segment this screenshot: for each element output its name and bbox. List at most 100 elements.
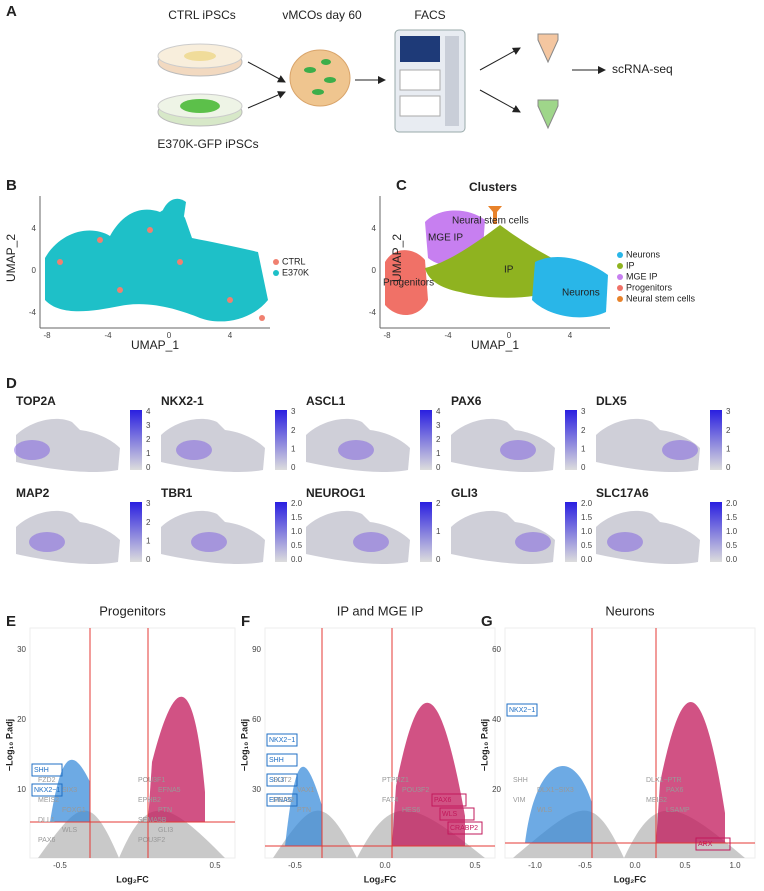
x-tick-label: -4 bbox=[444, 331, 452, 340]
y-tick-label: 4 bbox=[32, 224, 37, 233]
legend-label: IP bbox=[626, 260, 635, 270]
organoid bbox=[289, 49, 351, 107]
legend-label: Progenitors bbox=[626, 282, 673, 292]
gene-label: NKX2−1 bbox=[509, 707, 535, 714]
gene-label: NKX2−1 bbox=[269, 737, 295, 744]
legend-swatch bbox=[617, 296, 623, 302]
colorbar-tick: 2 bbox=[726, 426, 731, 435]
panel-letter: G bbox=[481, 613, 493, 630]
gene-box bbox=[506, 703, 538, 717]
feature-expression bbox=[353, 532, 389, 552]
colorbar bbox=[275, 502, 287, 562]
gene-label: SHH bbox=[513, 777, 528, 784]
panel-letter: C bbox=[396, 177, 407, 194]
panel-letter: D bbox=[6, 375, 17, 392]
colorbar-tick: 0 bbox=[726, 463, 731, 472]
colorbar-tick: 2 bbox=[436, 435, 441, 444]
y-tick-label: 0 bbox=[32, 266, 37, 275]
gene-label: DLX1−SIX3 bbox=[537, 787, 574, 794]
colorbar-tick: 1 bbox=[291, 444, 296, 453]
colorbar-tick: 1 bbox=[436, 449, 441, 458]
x-tick-label: 4 bbox=[228, 331, 233, 340]
x-tick-label: 0.5 bbox=[679, 861, 691, 870]
colorbar bbox=[275, 410, 287, 470]
y-tick-label: 60 bbox=[252, 715, 261, 724]
gene-label: VIM bbox=[513, 797, 526, 804]
gene-label: PAX6 bbox=[434, 797, 451, 804]
legend-label: Neural stem cells bbox=[626, 293, 696, 303]
x-tick-label: 0.5 bbox=[209, 861, 221, 870]
gene-label: EFNA5 bbox=[269, 797, 292, 804]
colorbar-tick: 1.5 bbox=[581, 513, 593, 522]
colorbar-tick: 0.5 bbox=[581, 541, 593, 550]
y-tick-label: -4 bbox=[369, 308, 377, 317]
colorbar-tick: 1 bbox=[146, 536, 151, 545]
gene-label: HES6 bbox=[402, 807, 420, 814]
panel-title: IP and MGE IP bbox=[337, 603, 423, 618]
colorbar-tick: 0.0 bbox=[291, 555, 303, 564]
gene-label: CRABP2 bbox=[450, 825, 478, 832]
gene-label: PAX6 bbox=[38, 837, 55, 844]
colorbar-tick: 3 bbox=[146, 421, 151, 430]
title: Clusters bbox=[469, 180, 517, 194]
facs-machine bbox=[394, 29, 466, 133]
colorbar-tick: 2.0 bbox=[581, 499, 593, 508]
colorbar bbox=[130, 502, 142, 562]
colorbar bbox=[130, 410, 142, 470]
feature-expression bbox=[338, 440, 374, 460]
colorbar-tick: 0 bbox=[436, 555, 441, 564]
y-label: UMAP_2 bbox=[390, 234, 404, 282]
gene-title: MAP2 bbox=[16, 486, 50, 500]
gene-label: WLS bbox=[442, 811, 458, 818]
y-tick-label: 10 bbox=[17, 785, 26, 794]
cluster-label: IP bbox=[504, 265, 514, 276]
y-tick-label: 40 bbox=[492, 715, 501, 724]
gene-box bbox=[266, 793, 298, 807]
x-tick-label: -0.5 bbox=[578, 861, 592, 870]
x-tick-label: -8 bbox=[43, 331, 51, 340]
gene-label: MEIS2 bbox=[273, 797, 294, 804]
y-label: −Log₁₀ P.adj bbox=[239, 719, 249, 771]
colorbar-tick: 1.0 bbox=[291, 527, 303, 536]
panel-letter: F bbox=[241, 613, 250, 630]
gene-label: PTPRZ1 bbox=[382, 777, 409, 784]
arrow bbox=[247, 91, 286, 109]
panel-title: Progenitors bbox=[99, 603, 166, 618]
feature-expression bbox=[500, 440, 536, 460]
label: CTRL iPSCs bbox=[168, 8, 236, 22]
x-tick-label: -8 bbox=[383, 331, 391, 340]
dish bbox=[157, 93, 243, 127]
cluster-label: MGE IP bbox=[428, 233, 463, 244]
arrow bbox=[247, 61, 286, 83]
umap-clusters bbox=[385, 206, 608, 318]
gene-box bbox=[439, 807, 475, 821]
feature-expression bbox=[29, 532, 65, 552]
legend-label: Neurons bbox=[626, 249, 661, 259]
legend-label: MGE IP bbox=[626, 271, 658, 281]
x-tick-label: 0 bbox=[167, 331, 172, 340]
gene-label: DLX1−PTR bbox=[646, 777, 682, 784]
colorbar-tick: 1.0 bbox=[726, 527, 738, 536]
gene-title: PAX6 bbox=[451, 394, 482, 408]
plot-bg bbox=[29, 627, 236, 859]
gene-title: GLI3 bbox=[451, 486, 478, 500]
cluster-label: Neural stem cells bbox=[452, 216, 529, 227]
gene-title: TOP2A bbox=[16, 394, 56, 408]
cluster-label: Neurons bbox=[562, 288, 600, 299]
gene-label: FAT4 bbox=[382, 797, 398, 804]
gene-box bbox=[266, 733, 298, 747]
colorbar-tick: 2 bbox=[146, 435, 151, 444]
tube bbox=[537, 99, 559, 130]
colorbar-tick: 0 bbox=[146, 555, 151, 564]
feature-expression bbox=[607, 532, 643, 552]
colorbar-tick: 3 bbox=[291, 407, 296, 416]
down-cloud bbox=[50, 759, 90, 822]
x-label: UMAP_1 bbox=[131, 338, 179, 352]
x-tick-label: 0 bbox=[507, 331, 512, 340]
x-tick-label: -0.5 bbox=[288, 861, 302, 870]
tube bbox=[537, 33, 559, 64]
colorbar-tick: 1.5 bbox=[726, 513, 738, 522]
gene-label: VAX1 bbox=[297, 787, 314, 794]
legend-swatch bbox=[273, 270, 279, 276]
x-label: UMAP_1 bbox=[471, 338, 519, 352]
